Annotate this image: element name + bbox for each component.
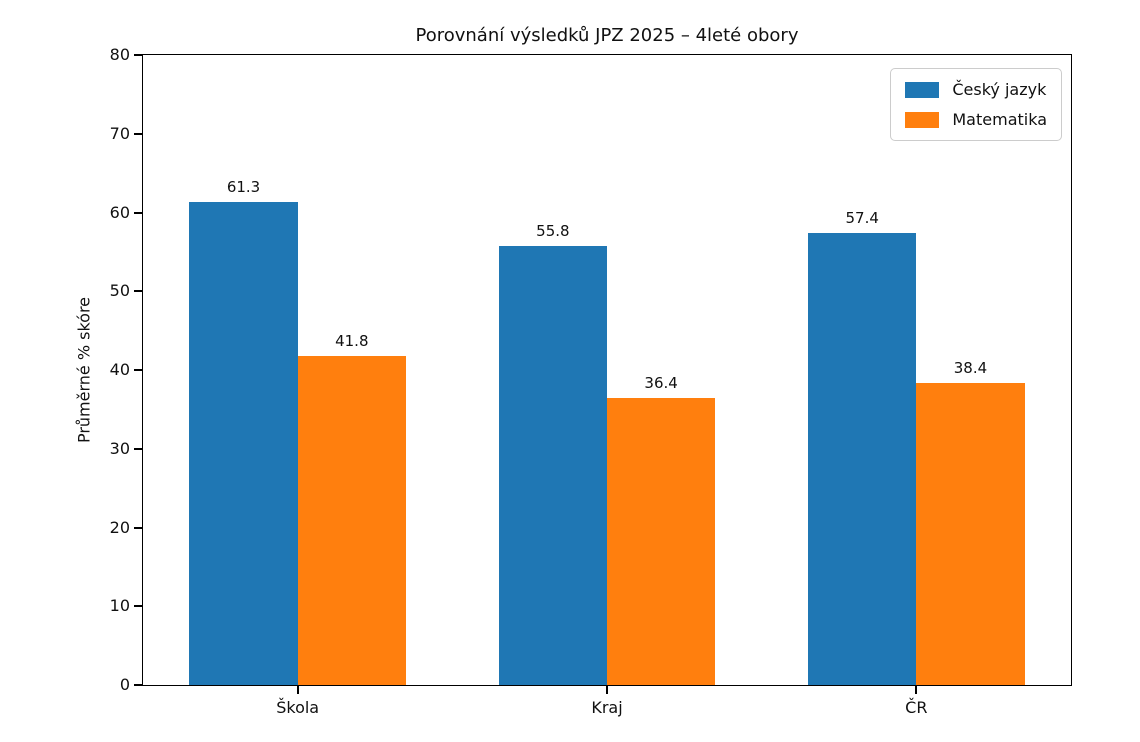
y-tick-mark <box>134 605 142 608</box>
y-tick-mark <box>134 684 142 686</box>
y-tick-label: 70 <box>109 123 130 143</box>
y-tick-mark <box>134 447 142 450</box>
bar-s1-c2 <box>916 382 1025 685</box>
y-tick-mark <box>134 54 142 56</box>
legend-label: Matematika <box>952 110 1047 129</box>
y-tick-label: 50 <box>109 281 130 301</box>
y-tick-label: 10 <box>109 596 130 616</box>
x-tick-label: Škola <box>276 698 320 717</box>
legend: Český jazyk Matematika <box>890 68 1062 141</box>
legend-item-0: Český jazyk <box>905 80 1047 99</box>
y-tick-mark <box>134 290 142 293</box>
plot-area: Český jazyk Matematika 0 10 20 30 40 50 60 70 80 Š… <box>110 45 1072 717</box>
legend-item-1: Matematika <box>905 110 1047 129</box>
x-tick-mark <box>606 686 608 694</box>
y-axis-label: Průměrné % skóre <box>74 296 94 444</box>
y-tick-mark <box>134 211 142 214</box>
y-tick-label: 30 <box>109 438 130 458</box>
bar-s0-c2 <box>808 232 917 685</box>
value-label: 38.4 <box>953 358 988 377</box>
value-label: 61.3 <box>226 178 261 197</box>
x-tick-label: Kraj <box>591 698 623 717</box>
x-tick-mark <box>296 686 299 694</box>
value-label: 41.8 <box>335 331 369 350</box>
y-tick-mark <box>134 526 142 529</box>
y-tick-mark <box>134 132 142 135</box>
y-tick-label: 0 <box>119 675 130 695</box>
bar-s1-c0 <box>297 355 406 685</box>
value-label: 57.4 <box>845 208 879 227</box>
legend-swatch <box>905 111 940 128</box>
bar-s0-c0 <box>189 202 298 685</box>
legend-label: Český jazyk <box>952 80 1047 99</box>
y-tick-label: 60 <box>109 202 130 222</box>
y-tick-label: 20 <box>109 517 130 537</box>
x-tick-mark <box>915 686 918 694</box>
y-tick-label: 40 <box>109 360 130 380</box>
y-tick-label: 80 <box>109 45 130 65</box>
y-tick-mark <box>134 369 142 371</box>
bar-s1-c1 <box>607 398 716 685</box>
bar-s0-c1 <box>498 245 607 685</box>
x-tick-label: ČR <box>905 698 928 717</box>
legend-swatch <box>905 81 940 98</box>
value-label: 36.4 <box>644 374 678 393</box>
chart-title: Porovnání výsledků JPZ 2025 – 4leté obor… <box>415 25 799 46</box>
value-label: 55.8 <box>536 221 570 240</box>
